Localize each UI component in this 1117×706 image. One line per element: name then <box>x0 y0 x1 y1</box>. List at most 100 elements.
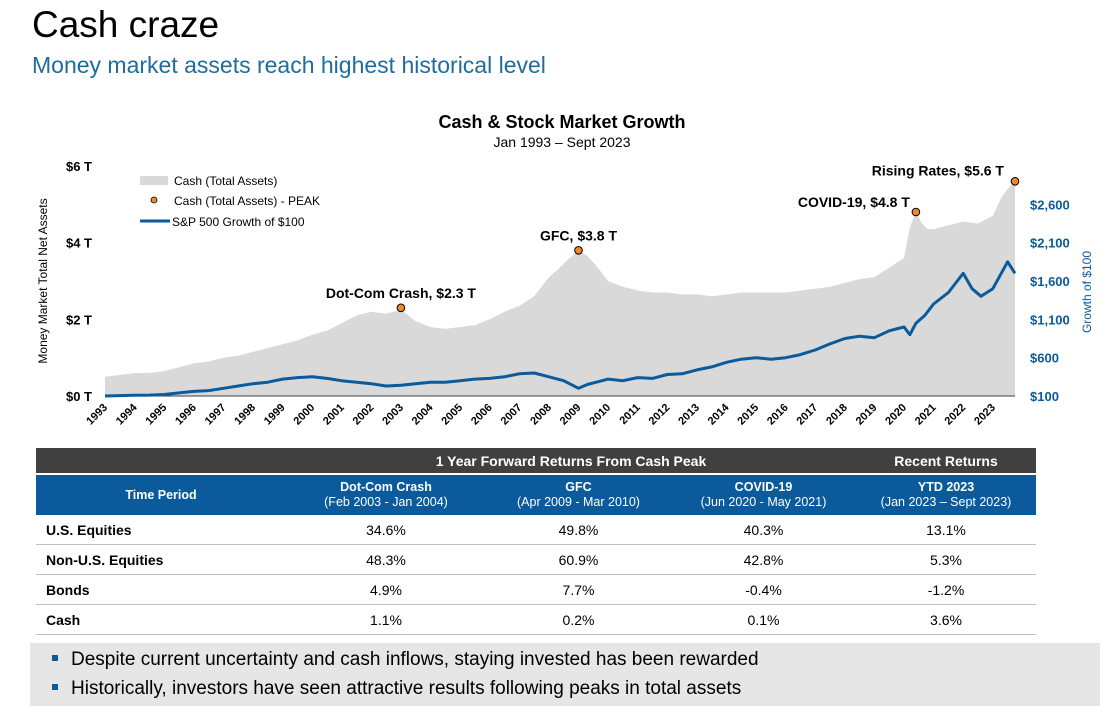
x-tick-label: 2004 <box>410 401 436 427</box>
y-tick-label: $0 T <box>66 389 92 404</box>
x-tick-label: 1999 <box>262 402 288 428</box>
group-header-spacer <box>36 448 286 474</box>
table-cell: 34.6% <box>286 515 486 545</box>
row-label: U.S. Equities <box>36 515 286 545</box>
x-tick-label: 2001 <box>321 402 347 428</box>
x-tick-label: 2018 <box>824 402 850 428</box>
page-subtitle: Money market assets reach highest histor… <box>32 52 546 78</box>
x-tick-label: 2020 <box>883 402 909 428</box>
table-cell: 0.1% <box>671 604 856 635</box>
table-cell: 5.3% <box>856 544 1036 575</box>
peak-annotation: GFC, $3.8 T <box>540 227 617 243</box>
table-cell: 4.9% <box>286 574 486 605</box>
x-tick-label: 1997 <box>203 402 229 428</box>
x-tick-label: 2007 <box>499 402 525 428</box>
peak-marker <box>396 303 406 313</box>
cash-stock-chart: Cash & Stock Market Growth Jan 1993 – Sep… <box>36 112 1094 428</box>
y-tick-label: $4 T <box>66 236 92 251</box>
x-tick-label: 1995 <box>144 402 170 428</box>
legend-label-cash: Cash (Total Assets) <box>174 174 277 188</box>
x-tick-label: 2023 <box>972 402 998 428</box>
y-axis-title: Money Market Total Net Assets <box>36 198 50 363</box>
legend-label-peak: Cash (Total Assets) - PEAK <box>174 194 320 208</box>
x-tick-label: 2019 <box>854 402 880 428</box>
sp500-growth-line <box>104 260 1017 398</box>
row-label: Bonds <box>36 574 286 605</box>
x-tick-label: 1994 <box>114 401 140 427</box>
peak-annotation: Dot-Com Crash, $2.3 T <box>326 285 477 301</box>
x-tick-label: 2022 <box>943 402 969 428</box>
legend-label-sp500: S&P 500 Growth of $100 <box>172 215 305 229</box>
table-cell: 40.3% <box>671 515 856 545</box>
table-cell: 0.2% <box>486 604 671 635</box>
row-label: Cash <box>36 604 286 635</box>
x-tick-label: 2005 <box>439 402 465 428</box>
x-tick-label: 2015 <box>735 402 761 428</box>
col-header-covid: COVID-19 (Jun 2020 - May 2021) <box>671 473 856 515</box>
table-row: Non-U.S. Equities 48.3% 60.9% 42.8% 5.3% <box>36 544 1036 575</box>
table-cell: 13.1% <box>856 515 1036 545</box>
legend-swatch-peak <box>150 196 158 204</box>
x-tick-label: 2008 <box>528 402 554 428</box>
x-tick-label: 2012 <box>647 402 673 428</box>
x-tick-label: 2010 <box>587 402 613 428</box>
table-cell: 3.6% <box>856 604 1036 635</box>
peak-annotation: Rising Rates, $5.6 T <box>872 162 1005 178</box>
col-header-gfc: GFC (Apr 2009 - Mar 2010) <box>486 473 671 515</box>
chart-subtitle: Jan 1993 – Sept 2023 <box>493 134 630 150</box>
bullet-square-icon <box>52 655 58 661</box>
group-header-forward: 1 Year Forward Returns From Cash Peak <box>286 448 856 474</box>
x-tick-label: 2017 <box>795 402 821 428</box>
col-header-dotcom: Dot-Com Crash (Feb 2003 - Jan 2004) <box>286 473 486 515</box>
table-cell: 49.8% <box>486 515 671 545</box>
peak-marker <box>911 207 921 217</box>
legend-swatch-cash <box>140 176 168 185</box>
table-row: Bonds 4.9% 7.7% -0.4% -1.2% <box>36 574 1036 605</box>
notes-box: Despite current uncertainty and cash inf… <box>30 643 1100 706</box>
x-tick-label: 2016 <box>765 402 791 428</box>
x-tick-label: 2000 <box>292 402 318 428</box>
peak-marker <box>574 246 583 255</box>
table-cell: 1.1% <box>286 604 486 635</box>
row-label: Non-U.S. Equities <box>36 544 286 575</box>
returns-table: 1 Year Forward Returns From Cash Peak Re… <box>36 448 1036 635</box>
y-tick-label: $2 T <box>66 312 92 327</box>
page-title: Cash craze <box>32 4 220 45</box>
table-row: U.S. Equities 34.6% 49.8% 40.3% 13.1% <box>36 515 1036 545</box>
bullet-square-icon <box>52 684 58 690</box>
x-tick-label: 1996 <box>173 402 199 428</box>
table-cell: 7.7% <box>486 574 671 605</box>
x-tick-label: 2006 <box>469 402 495 428</box>
y-tick-label: $6 T <box>66 159 92 174</box>
note-item: Despite current uncertainty and cash inf… <box>52 649 759 671</box>
table-cell: 60.9% <box>486 544 671 575</box>
note-item: Historically, investors have seen attrac… <box>52 678 741 700</box>
y2-tick-label: $2,600 <box>1030 197 1070 212</box>
peak-marker <box>1010 177 1020 186</box>
cash-total-assets-area <box>105 181 1015 396</box>
y2-tick-label: $2,100 <box>1030 236 1070 251</box>
y2-tick-label: $100 <box>1030 389 1059 404</box>
peak-annotation: COVID-19, $4.8 T <box>798 194 910 210</box>
x-tick-label: 2021 <box>913 402 939 428</box>
table-cell: 42.8% <box>671 544 856 575</box>
table-row: Cash 1.1% 0.2% 0.1% 3.6% <box>36 604 1036 635</box>
x-tick-label: 2013 <box>676 402 702 428</box>
x-tick-label: 2011 <box>617 402 642 427</box>
x-tick-label: 2003 <box>380 402 406 428</box>
x-tick-label: 1998 <box>232 402 258 428</box>
table-cell: -0.4% <box>671 574 856 605</box>
col-header-time-period: Time Period <box>36 473 286 515</box>
col-header-ytd: YTD 2023 (Jan 2023 – Sept 2023) <box>856 473 1036 515</box>
x-tick-label: 1993 <box>84 402 110 428</box>
y2-tick-label: $600 <box>1030 351 1059 366</box>
x-tick-label: 2014 <box>706 401 732 427</box>
table-cell: -1.2% <box>856 574 1036 605</box>
x-tick-label: 2002 <box>351 402 377 428</box>
chart-title: Cash & Stock Market Growth <box>438 112 685 132</box>
y2-axis-title: Growth of $100 <box>1080 251 1094 333</box>
table-cell: 48.3% <box>286 544 486 575</box>
x-tick-label: 2009 <box>558 402 584 428</box>
y2-tick-label: $1,600 <box>1030 274 1070 289</box>
y2-tick-label: $1,100 <box>1030 312 1070 327</box>
